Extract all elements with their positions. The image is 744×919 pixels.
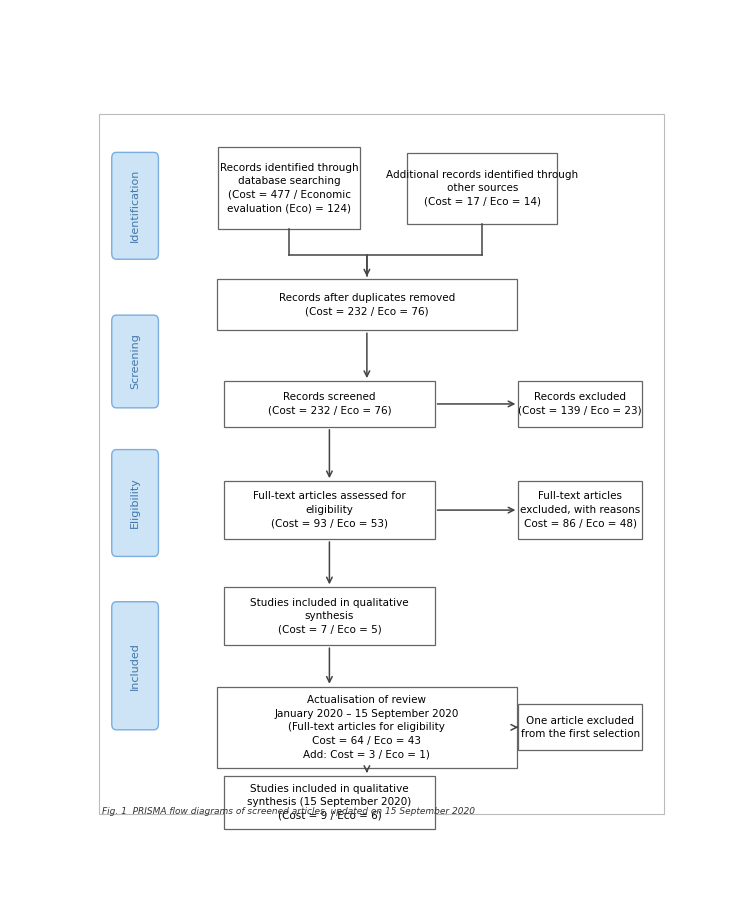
Bar <box>219 147 359 229</box>
Text: Records excluded
(Cost = 139 / Eco = 23): Records excluded (Cost = 139 / Eco = 23) <box>519 392 642 415</box>
Text: Identification: Identification <box>130 169 140 243</box>
Bar <box>217 279 517 330</box>
Text: One article excluded
from the first selection: One article excluded from the first sele… <box>521 716 640 739</box>
Text: Fig. 1  PRISMA flow diagrams of screened articles, updated on 15 September 2020: Fig. 1 PRISMA flow diagrams of screened … <box>102 808 475 816</box>
Text: Studies included in qualitative
synthesis (15 September 2020)
(Cost = 9 / Eco = : Studies included in qualitative synthesi… <box>247 784 411 821</box>
Bar <box>224 587 434 645</box>
Text: Additional records identified through
other sources
(Cost = 17 / Eco = 14): Additional records identified through ot… <box>386 169 578 207</box>
FancyBboxPatch shape <box>112 315 158 408</box>
Bar <box>407 153 557 223</box>
Text: Full-text articles
excluded, with reasons
Cost = 86 / Eco = 48): Full-text articles excluded, with reason… <box>520 492 641 528</box>
Text: Full-text articles assessed for
eligibility
(Cost = 93 / Eco = 53): Full-text articles assessed for eligibil… <box>253 492 405 528</box>
FancyBboxPatch shape <box>112 602 158 730</box>
Bar <box>224 481 434 539</box>
Text: Studies included in qualitative
synthesis
(Cost = 7 / Eco = 5): Studies included in qualitative synthesi… <box>250 597 408 635</box>
Bar <box>519 704 642 750</box>
FancyBboxPatch shape <box>112 153 158 259</box>
Text: Actualisation of review
January 2020 – 15 September 2020
(Full-text articles for: Actualisation of review January 2020 – 1… <box>275 695 459 759</box>
Text: Records identified through
database searching
(Cost = 477 / Economic
evaluation : Records identified through database sear… <box>219 163 359 213</box>
Text: Records after duplicates removed
(Cost = 232 / Eco = 76): Records after duplicates removed (Cost =… <box>279 293 455 317</box>
Bar <box>217 686 517 768</box>
Bar <box>519 481 642 539</box>
Bar <box>224 776 434 829</box>
Text: Included: Included <box>130 641 140 689</box>
Bar <box>519 381 642 427</box>
Bar <box>224 381 434 427</box>
Text: Screening: Screening <box>130 334 140 390</box>
Text: Records screened
(Cost = 232 / Eco = 76): Records screened (Cost = 232 / Eco = 76) <box>268 392 391 415</box>
Text: Eligibility: Eligibility <box>130 478 140 528</box>
FancyBboxPatch shape <box>112 449 158 556</box>
